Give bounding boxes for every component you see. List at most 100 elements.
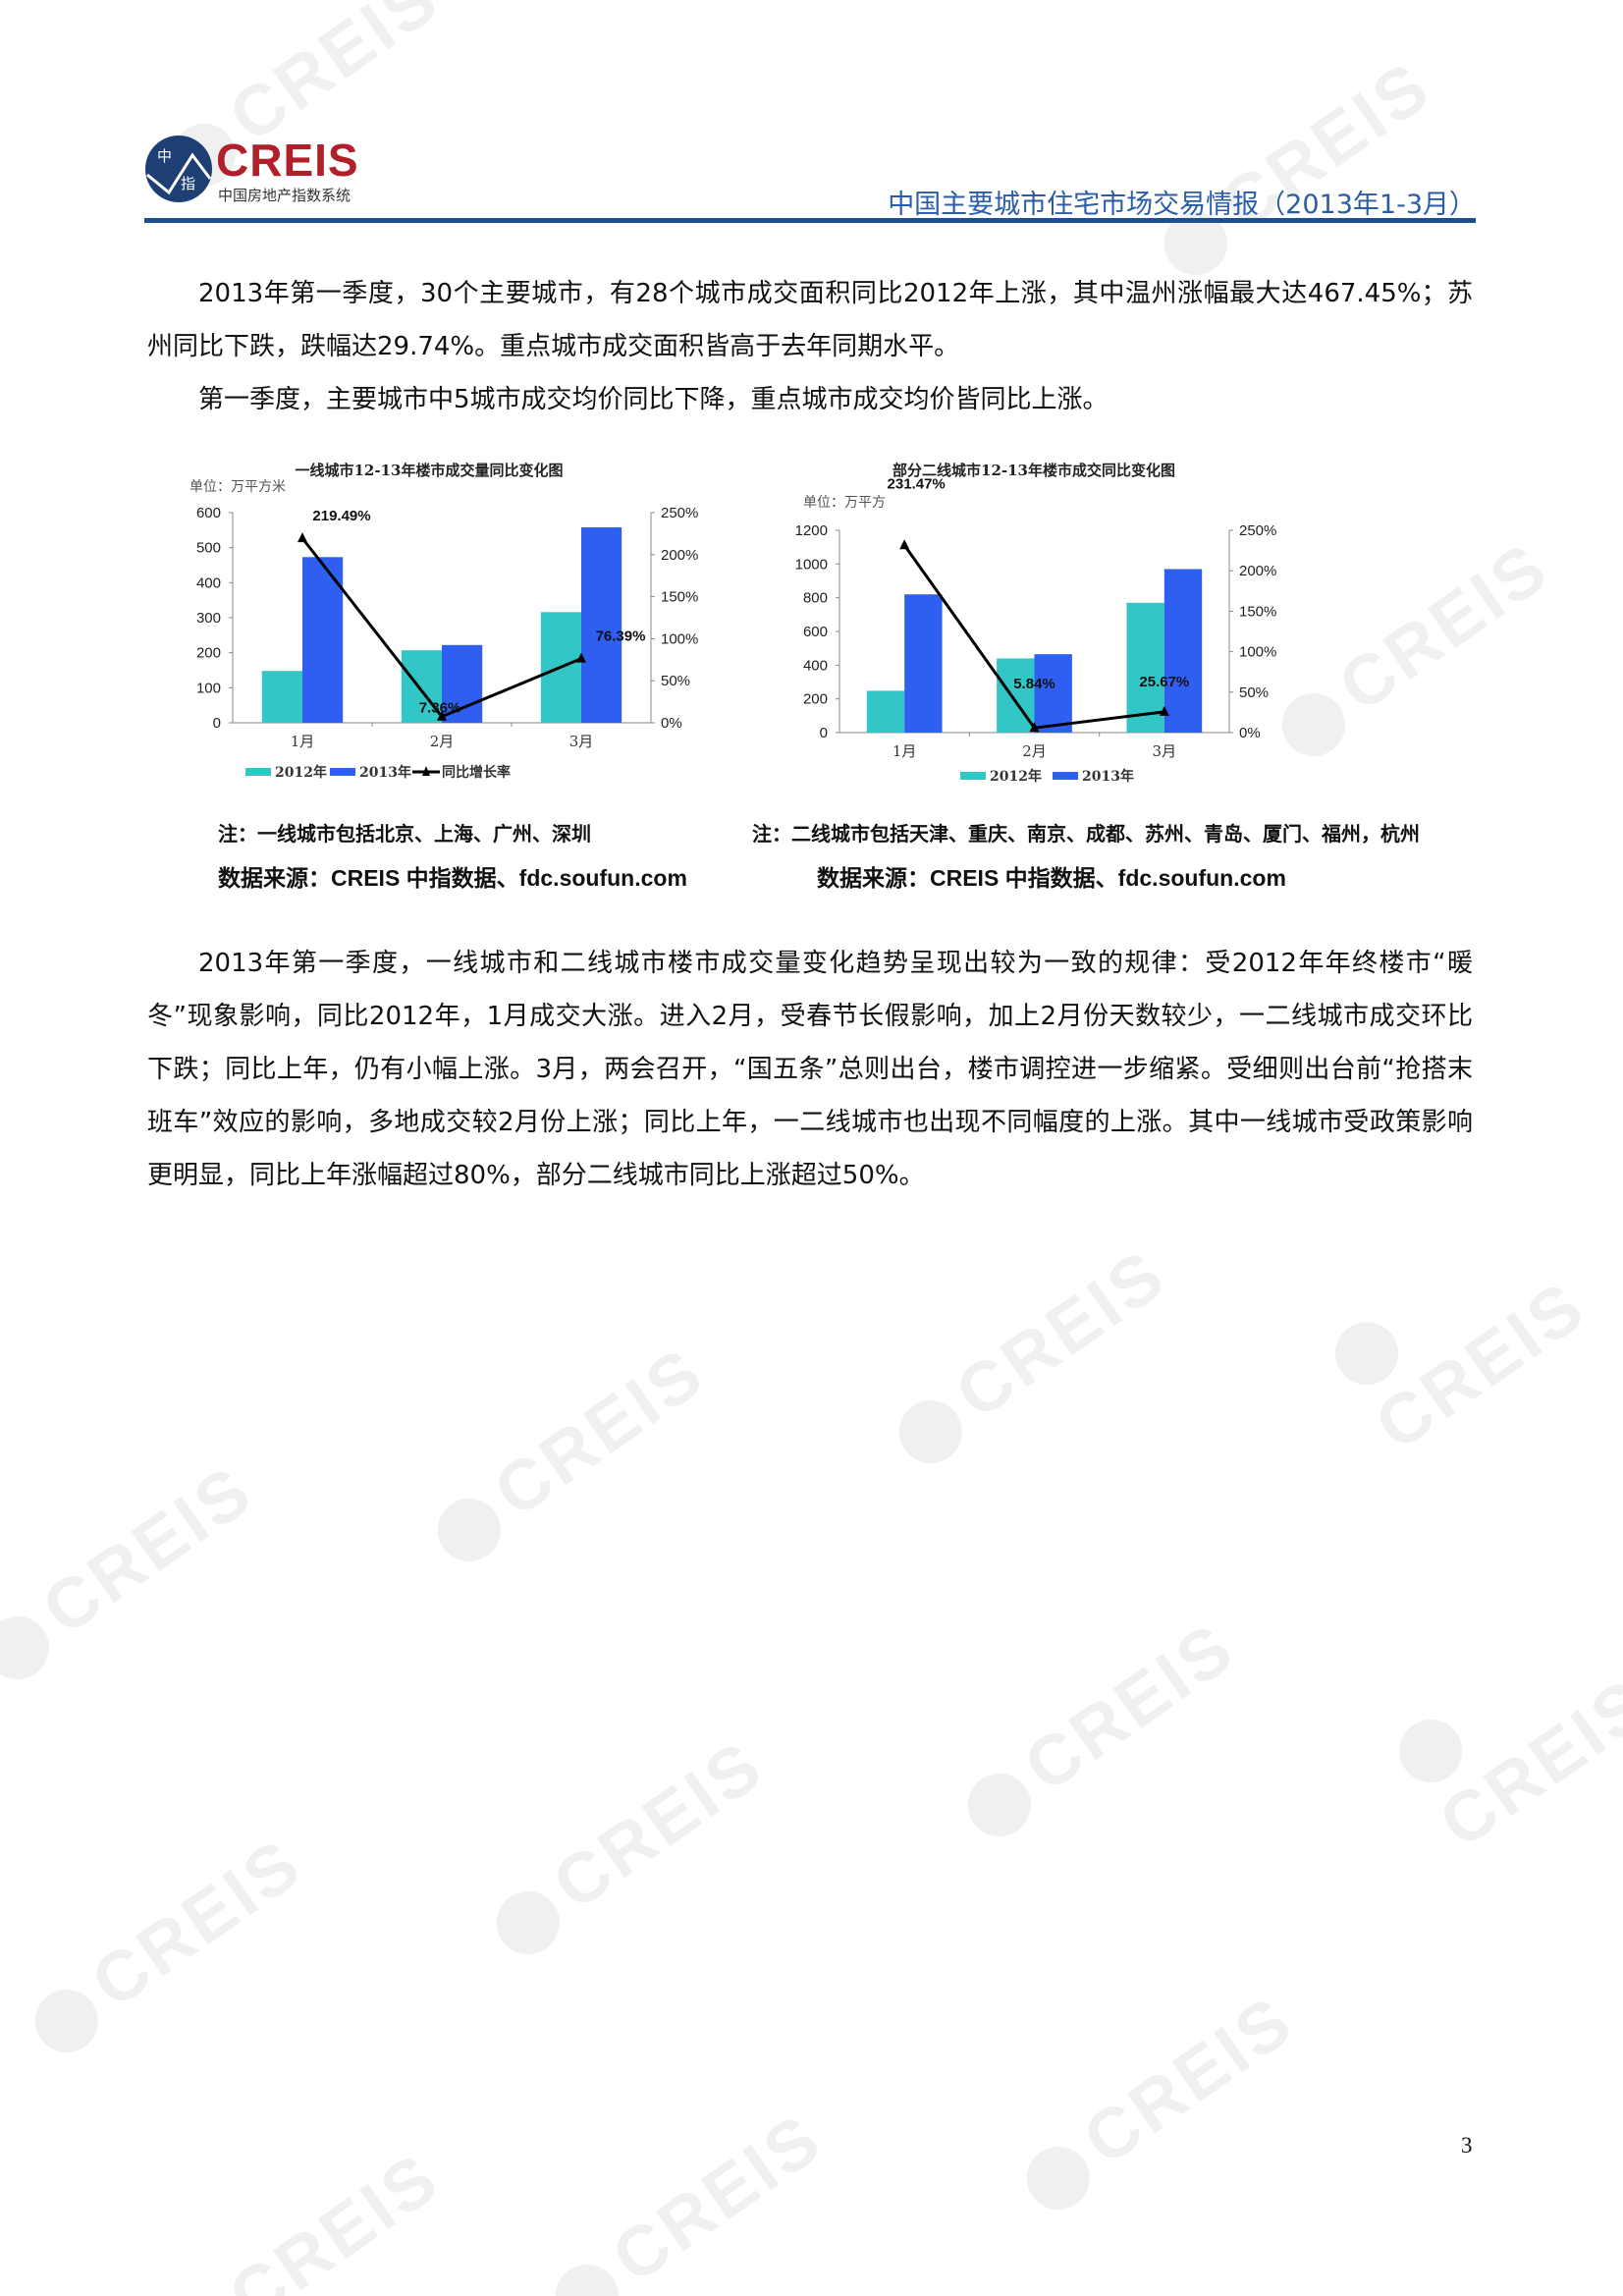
- chart-title: 部分二线城市12-13年楼市成交同比变化图: [893, 462, 1175, 479]
- y-tick-label-left: 200: [803, 691, 828, 708]
- watermark: CREIS: [1315, 1170, 1623, 1466]
- paragraph: 2013年第一季度，一线城市和二线城市楼市成交量变化趋势呈现出较为一致的规律：受…: [147, 937, 1473, 1202]
- legend-label: 2012年: [990, 768, 1042, 785]
- y-tick-label-left: 1200: [795, 522, 828, 539]
- y-tick-label-right: 0%: [661, 715, 682, 732]
- y-tick-label-left: 400: [803, 657, 828, 674]
- legend-label: 2012年: [275, 764, 327, 781]
- legend-swatch: [245, 768, 271, 776]
- y-tick-label-left: 600: [803, 624, 828, 640]
- logo-subtitle: 中国房地产指数系统: [218, 187, 352, 204]
- y-tick-label-left: 300: [196, 610, 221, 627]
- logo-brand: CREIS: [216, 135, 359, 186]
- watermark: CREIS: [0, 1449, 268, 1695]
- x-tick-label: 1月: [893, 742, 917, 760]
- y-tick-label-right: 100%: [661, 630, 698, 647]
- bar-2012年: [1126, 602, 1164, 733]
- paragraph-text: 2013年第一季度，一线城市和二线城市楼市成交量变化趋势呈现出较为一致的规律：受…: [147, 949, 1473, 1190]
- unit-label: 单位：万平方: [803, 495, 886, 511]
- line-marker: [437, 710, 447, 721]
- legend-swatch: [960, 772, 986, 780]
- paragraph: 2013年第一季度，30个主要城市，有28个城市成交面积同比2012年上涨，其中…: [147, 267, 1473, 373]
- y-tick-label-left: 400: [196, 574, 221, 591]
- bar-2013年: [302, 557, 344, 723]
- bar-2013年: [442, 644, 483, 723]
- paragraph-text: 第一季度，主要城市中5城市成交均价同比下降，重点城市成交均价皆同比上涨。: [198, 385, 1109, 414]
- y-tick-label-right: 250%: [1239, 522, 1276, 539]
- bar-2013年: [904, 594, 943, 733]
- y-tick-label-left: 200: [196, 645, 221, 662]
- bar-2012年: [866, 690, 905, 733]
- x-tick-label: 3月: [1153, 742, 1177, 760]
- data-label: 76.39%: [596, 629, 646, 645]
- y-tick-label-left: 500: [196, 540, 221, 557]
- y-tick-label-left: 0: [213, 715, 221, 732]
- header-title: 中国主要城市住宅市场交易情报（2013年1-3月）: [888, 190, 1476, 220]
- y-tick-label-right: 50%: [661, 673, 690, 689]
- x-tick-label: 3月: [569, 733, 594, 750]
- y-tick-label-left: 600: [196, 505, 221, 521]
- y-tick-label-right: 150%: [1239, 603, 1276, 620]
- chart-note-left: 注：一线城市包括北京、上海、广州、深圳: [218, 822, 591, 846]
- bar-2012年: [401, 650, 442, 723]
- watermark: CREIS: [535, 2098, 838, 2296]
- y-tick-label-right: 250%: [661, 505, 698, 521]
- bar-2013年: [581, 526, 622, 723]
- creis-logo: 中 指 CREIS 中国房地产指数系统: [145, 136, 381, 206]
- y-tick-label-left: 1000: [795, 556, 828, 573]
- watermark: CREIS: [152, 2137, 455, 2296]
- y-tick-label-left: 800: [803, 590, 828, 607]
- bar-2013年: [1163, 569, 1203, 733]
- y-tick-label-right: 50%: [1239, 684, 1269, 701]
- paragraph-text: 2013年第一季度，30个主要城市，有28个城市成交面积同比2012年上涨，其中…: [147, 279, 1473, 361]
- data-label: 231.47%: [888, 475, 946, 492]
- y-tick-label-right: 200%: [661, 547, 698, 564]
- y-tick-label-right: 150%: [661, 589, 698, 606]
- legend-marker: [422, 766, 430, 776]
- legend-swatch: [1053, 772, 1078, 780]
- watermark: CREIS: [1380, 1597, 1623, 1864]
- data-label: 219.49%: [312, 508, 370, 524]
- watermark: CREIS: [476, 1724, 779, 1970]
- y-tick-label-right: 0%: [1239, 725, 1261, 741]
- legend-label: 同比增长率: [442, 764, 511, 781]
- bar-2012年: [261, 671, 302, 723]
- y-tick-label-right: 100%: [1239, 644, 1276, 661]
- logo-emblem: 中 指: [145, 136, 212, 202]
- y-tick-label-left: 0: [820, 725, 828, 741]
- data-label: 7.36%: [419, 700, 461, 717]
- legend-label: 2013年: [1082, 768, 1134, 785]
- page-number: 3: [1461, 2133, 1473, 2158]
- paragraph: 第一季度，主要城市中5城市成交均价同比下降，重点城市成交均价皆同比上涨。: [147, 373, 1473, 426]
- unit-label: 单位：万平方米: [189, 479, 286, 495]
- x-tick-label: 2月: [1022, 742, 1047, 760]
- line-marker: [899, 539, 910, 550]
- watermark: CREIS: [15, 1823, 317, 2068]
- x-tick-label: 1月: [291, 733, 315, 750]
- data-label: 25.67%: [1139, 674, 1189, 690]
- bar-2013年: [1034, 654, 1072, 733]
- logo-glyph: 中: [157, 147, 173, 165]
- watermark: CREIS: [947, 1607, 1250, 1852]
- data-label: 5.84%: [1013, 676, 1055, 692]
- line-marker: [298, 532, 307, 543]
- y-tick-label-left: 100: [196, 680, 221, 696]
- chart-title: 一线城市12-13年楼市成交量同比变化图: [296, 462, 564, 479]
- line-marker: [1159, 705, 1169, 716]
- legend-swatch: [330, 768, 355, 776]
- watermark: CREIS: [417, 1332, 720, 1577]
- logo-glyph: 指: [181, 175, 196, 192]
- chart-source-left: 数据来源：CREIS 中指数据、fdc.soufun.com: [218, 865, 687, 891]
- x-tick-label: 2月: [430, 733, 455, 750]
- header-divider: [144, 218, 1476, 223]
- legend-label: 2013年: [359, 764, 411, 781]
- line-marker: [1029, 722, 1040, 733]
- line-marker: [576, 652, 586, 663]
- chart-note-right: 注：二线城市包括天津、重庆、南京、成都、苏州、青岛、厦门、福州，杭州: [752, 822, 1420, 846]
- watermark: CREIS: [1006, 1980, 1309, 2225]
- watermark: CREIS: [879, 1233, 1181, 1479]
- chart-source-right: 数据来源：CREIS 中指数据、fdc.soufun.com: [817, 865, 1286, 891]
- y-tick-label-right: 200%: [1239, 563, 1276, 579]
